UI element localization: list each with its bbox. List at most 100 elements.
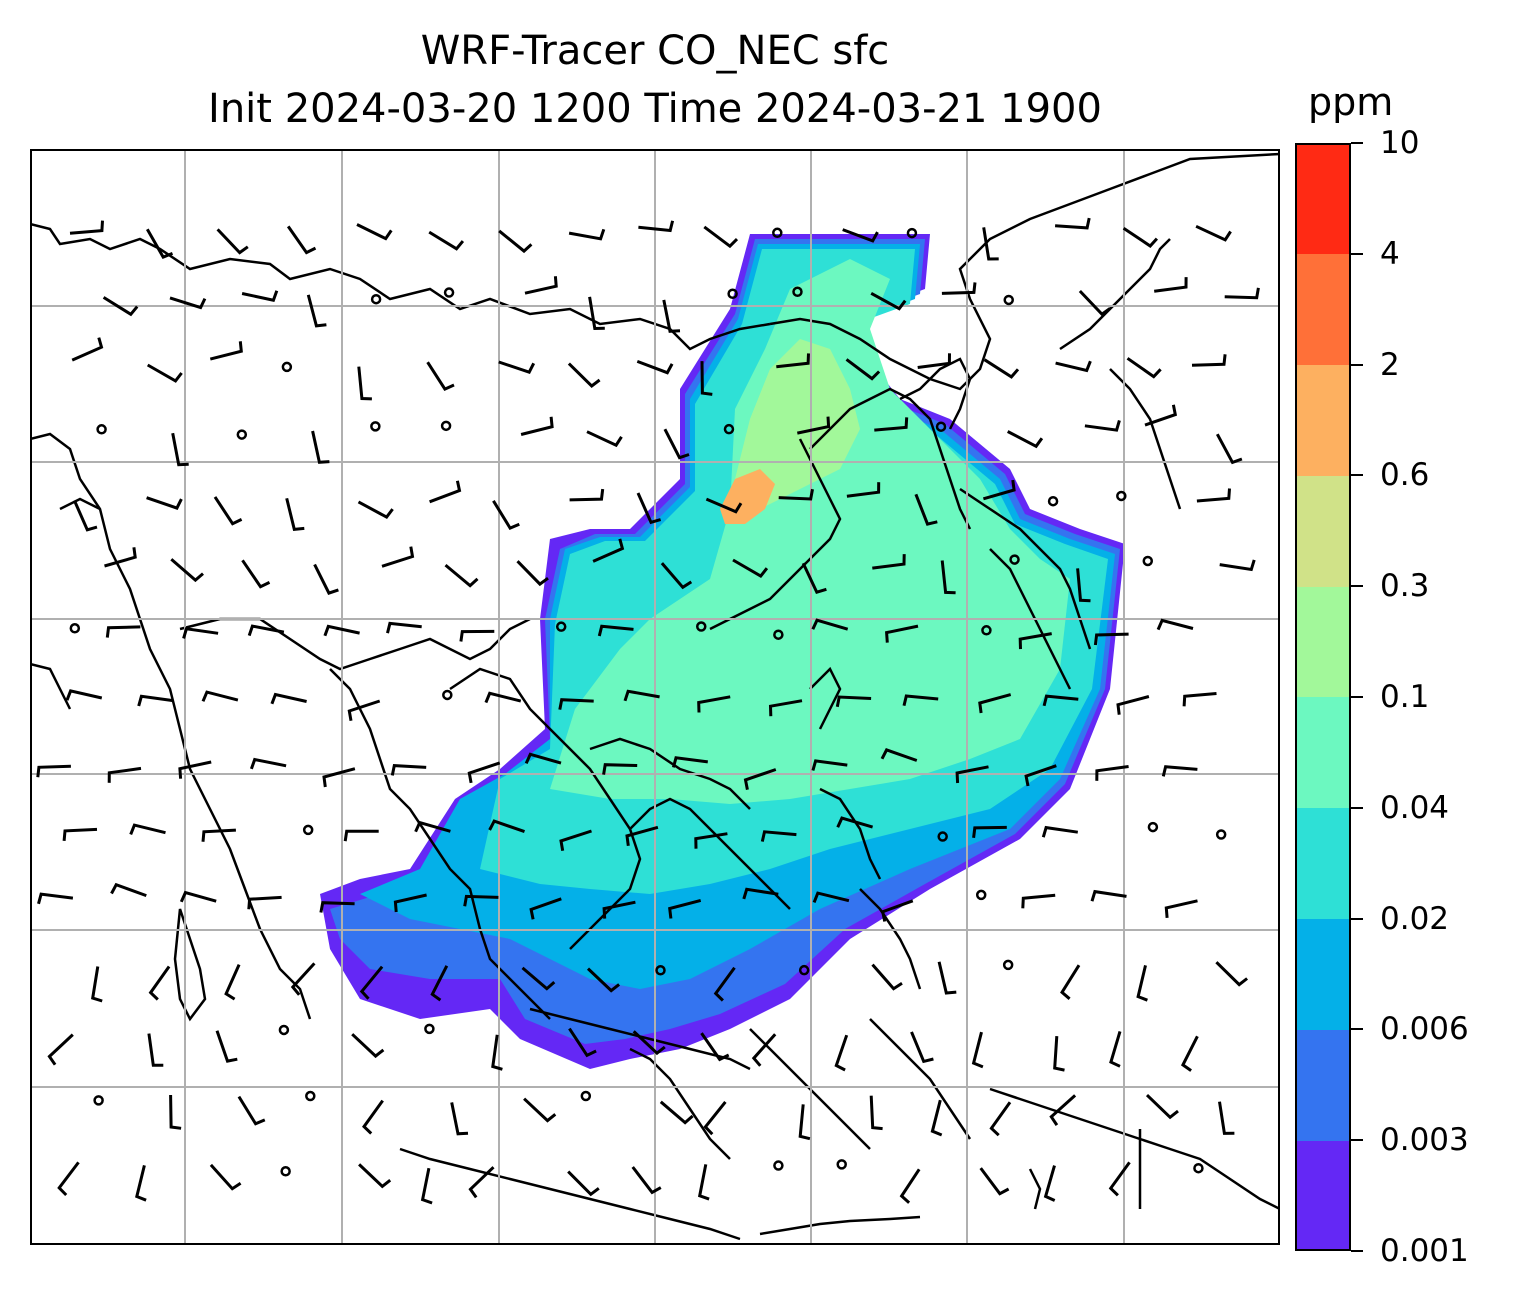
wind-barb xyxy=(1156,618,1194,631)
calm-wind-circle xyxy=(370,421,381,432)
wind-barb xyxy=(1126,357,1162,379)
wind-barb xyxy=(697,1164,710,1201)
wind-barb xyxy=(586,430,623,448)
wind-barb xyxy=(760,830,797,842)
wind-barb xyxy=(362,1099,384,1135)
colorbar-tick-label: 0.006 xyxy=(1380,1011,1469,1048)
calm-wind-circle xyxy=(935,421,947,432)
colorbar-tick-label: 0.1 xyxy=(1380,679,1430,715)
wind-barb xyxy=(937,961,957,995)
wind-barb xyxy=(870,291,907,311)
calm-wind-circle xyxy=(1142,555,1154,567)
wind-barb xyxy=(811,618,849,631)
wind-barb xyxy=(491,1034,503,1071)
wind-barb xyxy=(1161,765,1198,777)
colorbar-segment xyxy=(1295,364,1351,476)
wind-barb xyxy=(62,827,98,842)
colorbar-tick-label: 2 xyxy=(1380,346,1400,383)
calm-wind-circle xyxy=(555,621,567,632)
wind-barb xyxy=(426,361,455,391)
wind-barb xyxy=(393,893,427,913)
wind-barb xyxy=(914,493,938,526)
wind-barb xyxy=(359,965,384,1000)
colorbar-segment xyxy=(1295,143,1351,255)
wind-barb xyxy=(1180,1035,1199,1072)
wind-barb xyxy=(835,695,872,708)
wind-barb xyxy=(135,1165,147,1202)
wind-barb xyxy=(568,1027,597,1058)
colorbar-tick xyxy=(1351,1139,1363,1142)
wind-barb xyxy=(668,898,702,919)
wind-barb xyxy=(1093,632,1129,646)
wind-barb xyxy=(201,690,239,702)
wind-barb xyxy=(148,965,171,1001)
calm-wind-circle xyxy=(281,361,293,373)
wind-barb xyxy=(1054,217,1091,230)
wind-barb xyxy=(941,282,977,295)
colorbar-tick-label: 0.3 xyxy=(1380,568,1430,605)
wind-barb xyxy=(390,764,427,776)
wind-barb xyxy=(358,1163,392,1189)
wind-barb xyxy=(179,890,217,903)
wind-barb xyxy=(270,692,307,705)
colorbar-tick-label: 0.003 xyxy=(1380,1122,1469,1159)
calm-wind-circle xyxy=(1047,495,1059,507)
wind-barb xyxy=(36,764,71,778)
wind-barb xyxy=(1116,695,1150,715)
wind-barb xyxy=(662,299,681,333)
wind-barb xyxy=(209,1163,242,1191)
wind-barb xyxy=(623,689,660,702)
calm-wind-circle xyxy=(69,623,81,634)
wind-barb xyxy=(468,1166,495,1199)
wind-barb xyxy=(386,621,422,634)
wind-barb xyxy=(1182,692,1217,707)
wind-barb xyxy=(420,1167,433,1205)
wind-barb xyxy=(110,882,147,898)
wind-barb xyxy=(659,1100,694,1125)
colorbar-tick xyxy=(1351,585,1363,588)
calm-wind-circle xyxy=(1003,294,1014,306)
wind-barb xyxy=(971,1031,984,1069)
wind-barb xyxy=(357,366,372,401)
wind-barb xyxy=(885,624,919,643)
calm-wind-circle xyxy=(1147,821,1159,833)
wind-barb xyxy=(742,887,779,900)
wind-barb xyxy=(311,430,330,464)
wind-barb xyxy=(213,496,243,526)
calm-wind-circle xyxy=(798,964,810,976)
wind-barb xyxy=(899,1168,921,1204)
wind-barb xyxy=(751,1033,777,1067)
wind-barb xyxy=(982,479,1016,501)
wind-barb xyxy=(1195,224,1232,242)
wind-barb xyxy=(812,891,850,903)
wind-barb xyxy=(1042,694,1079,707)
colorbar-tick xyxy=(1351,474,1363,477)
wind-barb xyxy=(516,560,549,587)
wind-barb xyxy=(638,220,675,233)
colorbar-segment xyxy=(1295,918,1351,1030)
wind-barb xyxy=(69,220,104,235)
wind-barb xyxy=(880,748,918,762)
wind-barb xyxy=(1215,433,1243,465)
calm-wind-circle xyxy=(424,1023,435,1035)
wind-barb xyxy=(1136,965,1148,1002)
wind-barb xyxy=(846,482,881,498)
colorbar xyxy=(1295,143,1351,1252)
colorbar-tick-label: 4 xyxy=(1380,235,1400,272)
wind-barb xyxy=(1049,1094,1077,1126)
calm-wind-circle xyxy=(773,1160,784,1171)
wind-barb xyxy=(313,563,339,595)
wind-barb xyxy=(1108,1161,1131,1197)
calm-wind-circle xyxy=(96,424,107,435)
wind-barb xyxy=(636,492,662,525)
wind-barb xyxy=(249,757,287,770)
colorbar-segment xyxy=(1295,697,1351,809)
map-panel xyxy=(30,149,1280,1245)
wind-barb xyxy=(107,766,142,783)
wind-barb xyxy=(523,1097,557,1123)
calm-wind-circle xyxy=(1215,829,1227,840)
wind-barb xyxy=(663,428,690,460)
wind-barb xyxy=(105,625,141,638)
wind-barb xyxy=(697,695,731,713)
wind-barb xyxy=(671,756,708,768)
